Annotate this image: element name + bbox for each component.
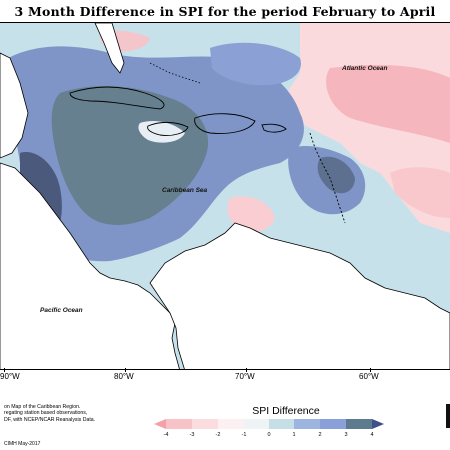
map-title: 3 Month Difference in SPI for the period… — [0, 0, 450, 43]
cuba-outline — [69, 86, 165, 110]
lon-tick-70 — [246, 368, 247, 372]
map-panel: Atlantic Ocean Caribbean Sea Pacific Oce… — [0, 22, 450, 370]
atlantic-ocean-label: Atlantic Ocean — [342, 65, 388, 72]
south-america-land — [149, 222, 450, 369]
lesser-antilles-core — [317, 156, 355, 194]
caribbean-pink-spot — [227, 196, 275, 232]
yucatan-land — [0, 52, 29, 159]
legend-tick-0: -4 — [163, 432, 169, 438]
lon-label-70: 70°W — [235, 372, 255, 381]
central-america-land — [0, 162, 180, 369]
jamaica-outline — [147, 121, 189, 136]
lon-label-90: 90°W — [0, 372, 20, 381]
bahamas-outline — [149, 62, 201, 84]
legend-tick-6: 2 — [318, 432, 322, 438]
legend-tick-3: -1 — [241, 432, 247, 438]
map-notes: on Map of the Caribbean Region. regating… — [4, 404, 144, 423]
legend-swatch-3 — [218, 419, 244, 429]
florida-land — [94, 23, 125, 74]
legend-labels: -4 -3 -2 -1 0 1 2 3 4 — [154, 432, 384, 440]
note-line-2: regating station based observations, — [4, 410, 88, 417]
legend-swatch-5 — [269, 419, 294, 429]
atlantic-deep-pink — [326, 65, 450, 143]
lesser-antilles-outline — [309, 132, 346, 224]
legend-swatch-6 — [294, 419, 320, 429]
legend-swatch-4 — [244, 419, 269, 429]
spi-map — [0, 23, 450, 369]
legend-tick-7: 3 — [344, 432, 348, 438]
lon-tick-90 — [4, 368, 5, 372]
hispaniola-outline — [194, 113, 256, 134]
note-line-1: on Map of the Caribbean Region. — [4, 404, 81, 410]
lon-tick-60 — [370, 368, 371, 372]
puerto-rico-outline — [261, 123, 287, 133]
legend-swatch-9 — [372, 419, 384, 429]
east-pink-zone — [390, 167, 450, 218]
lon-label-60: 60°W — [359, 372, 379, 381]
caribbean-grey-core — [51, 86, 209, 225]
pacific-ocean-label: Pacific Ocean — [40, 307, 83, 314]
legend-tick-5: 1 — [292, 432, 296, 438]
legend-swatch-7 — [320, 419, 346, 429]
corner-logo-edge — [446, 404, 450, 428]
credit-text: CIMH May-2017 — [4, 441, 41, 447]
north-blue-patch — [210, 42, 301, 86]
legend-swatch-1 — [166, 419, 192, 429]
legend-title: SPI Difference — [252, 405, 320, 417]
legend-tick-2: -2 — [215, 432, 221, 438]
legend-tick-1: -3 — [189, 432, 195, 438]
legend-colorbar — [154, 419, 384, 429]
lon-label-80: 80°W — [114, 372, 134, 381]
hispaniola-light-zone — [138, 121, 185, 143]
legend-swatch-2 — [192, 419, 218, 429]
legend-tick-8: 4 — [370, 432, 374, 438]
legend-swatch-0 — [154, 419, 166, 429]
note-line-3: DF, with NCEP/NCAR Reanalysis Data. — [4, 416, 96, 423]
legend-swatch-8 — [346, 419, 372, 429]
lon-tick-80 — [125, 368, 126, 372]
caribbean-sea-label: Caribbean Sea — [162, 187, 208, 194]
legend-tick-4: 0 — [267, 432, 271, 438]
